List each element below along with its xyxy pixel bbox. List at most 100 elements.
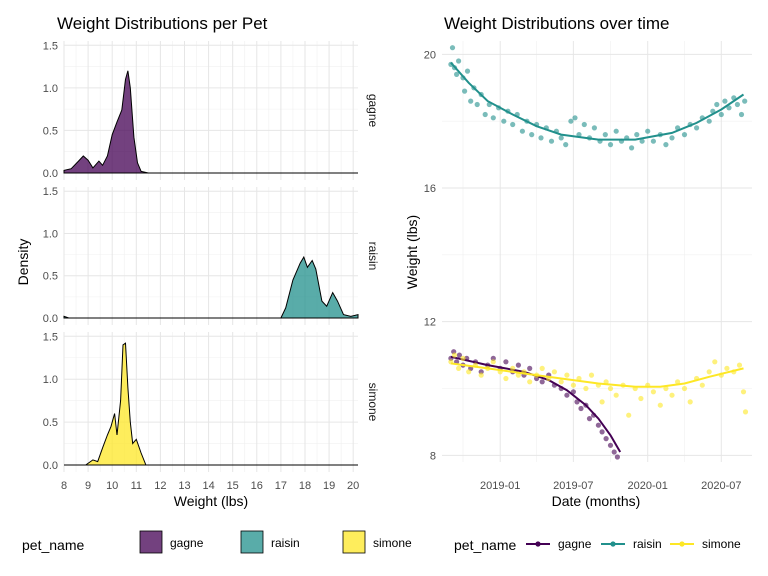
data-point-gagne <box>578 405 584 412</box>
data-point-gagne <box>527 365 533 371</box>
legend-label: simone <box>702 537 741 551</box>
data-point-simone <box>724 365 730 371</box>
data-point-raisin <box>581 121 587 128</box>
x-tick-label: 19 <box>323 480 335 492</box>
data-point-simone <box>588 372 595 378</box>
facet-strip-label: simone <box>366 383 380 422</box>
data-point-gagne <box>599 429 605 435</box>
data-point-raisin <box>572 115 578 121</box>
x-tick-label: 2019-01 <box>480 480 520 492</box>
right-legend: pet_name gagne raisin simone <box>454 537 741 553</box>
trend-line-raisin <box>450 62 745 141</box>
x-tick-label: 8 <box>61 480 67 492</box>
left-legend: pet_name gagne raisin simone <box>22 530 412 554</box>
data-point-simone <box>490 359 496 365</box>
legend-label: raisin <box>271 536 300 550</box>
data-point-gagne <box>515 362 522 368</box>
data-point-raisin <box>563 142 569 148</box>
left-chart-title: Weight Distributions per Pet <box>57 14 268 33</box>
data-point-raisin <box>454 71 460 77</box>
data-point-simone <box>699 382 705 388</box>
left-y-axis-title: Density <box>15 239 31 286</box>
data-point-raisin <box>714 101 720 108</box>
x-tick-label: 11 <box>131 480 142 492</box>
data-point-simone <box>638 395 644 402</box>
data-point-simone <box>687 399 693 405</box>
legend-key-simone <box>342 530 366 554</box>
x-tick-label: 14 <box>202 480 214 492</box>
data-point-raisin <box>538 135 544 141</box>
data-point-raisin <box>639 138 645 144</box>
data-point-raisin <box>464 68 471 74</box>
facet-strip-label: raisin <box>366 242 380 271</box>
right-chart-title: Weight Distributions over time <box>444 14 670 33</box>
data-point-simone <box>740 389 747 395</box>
series-raisin <box>448 45 748 151</box>
legend-label: simone <box>373 536 412 550</box>
data-point-simone <box>456 365 462 371</box>
x-tick-label: 13 <box>178 480 190 492</box>
data-point-simone <box>451 352 458 358</box>
y-tick-label: 16 <box>424 183 436 195</box>
x-tick-label: 10 <box>106 480 118 492</box>
data-point-simone <box>460 355 466 361</box>
series-simone <box>448 352 749 418</box>
y-tick-label: 0.0 <box>43 460 58 472</box>
data-point-simone <box>583 385 589 392</box>
y-tick-label: 8 <box>430 450 436 462</box>
legend-key-point-raisin <box>610 541 616 547</box>
x-tick-label: 9 <box>85 480 91 492</box>
x-tick-label: 12 <box>154 480 166 492</box>
facet-panel-simone: 0.0 0.5 1.0 1.5 simone <box>43 331 380 472</box>
data-point-raisin <box>558 135 564 141</box>
legend-label: gagne <box>170 536 204 550</box>
data-point-simone <box>712 359 718 365</box>
data-point-raisin <box>482 111 488 118</box>
data-point-gagne <box>603 436 609 442</box>
data-point-simone <box>669 392 675 398</box>
data-point-simone <box>539 365 545 371</box>
x-tick-label: 2020-01 <box>628 480 668 492</box>
legend-label: raisin <box>633 537 662 551</box>
data-point-raisin <box>449 45 456 51</box>
data-point-raisin <box>591 125 598 131</box>
data-point-simone <box>613 392 619 398</box>
y-tick-label: 1.5 <box>43 331 58 343</box>
data-point-raisin <box>681 132 688 138</box>
y-tick-label: 1.5 <box>43 186 58 198</box>
data-point-simone <box>570 382 577 388</box>
data-point-simone <box>706 369 712 375</box>
data-point-raisin <box>568 118 574 124</box>
data-point-simone <box>527 379 533 385</box>
data-point-raisin <box>663 142 669 148</box>
legend-key-point-gagne <box>535 541 541 547</box>
legend-key-gagne <box>139 530 163 554</box>
y-tick-label: 0.0 <box>43 313 58 325</box>
legend-key-point-simone <box>679 541 685 547</box>
trend-line-gagne <box>450 355 622 453</box>
data-point-simone <box>742 409 749 415</box>
data-point-raisin <box>456 58 462 64</box>
y-tick-label: 20 <box>424 49 436 61</box>
data-point-raisin <box>634 132 640 138</box>
data-point-simone <box>736 362 743 368</box>
data-point-simone <box>599 399 605 405</box>
density-area-gagne <box>63 70 358 174</box>
x-tick-label: 15 <box>227 480 239 492</box>
data-point-raisin <box>529 132 535 138</box>
data-point-raisin <box>738 111 745 118</box>
data-point-raisin <box>474 101 480 108</box>
data-point-raisin <box>645 128 651 134</box>
data-point-simone <box>626 412 632 418</box>
legend-title: pet_name <box>22 537 84 553</box>
facet-panel-raisin: 0.0 0.5 1.0 1.5 raisin <box>43 186 380 325</box>
data-point-raisin <box>722 98 728 104</box>
x-tick-label: 20 <box>347 480 359 492</box>
data-point-simone <box>564 372 570 378</box>
x-tick-label: 2020-07 <box>701 480 741 492</box>
density-area-simone <box>64 342 358 466</box>
data-point-raisin <box>602 132 608 138</box>
data-point-simone <box>675 379 681 385</box>
y-tick-label: 1.5 <box>43 40 58 52</box>
right-x-axis-title: Date (months) <box>552 493 641 509</box>
